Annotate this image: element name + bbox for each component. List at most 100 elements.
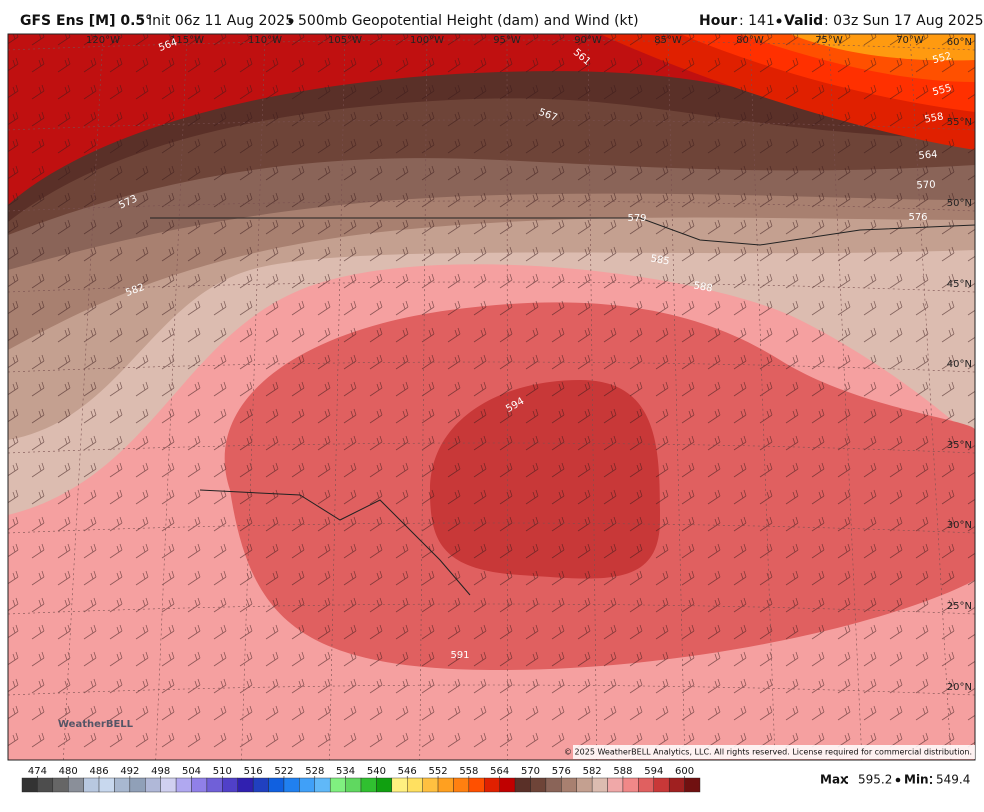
longitude-label: 75°W <box>815 35 843 46</box>
colorbar-swatch <box>561 777 577 793</box>
colorbar-swatch <box>376 777 393 793</box>
hour: : 141 <box>739 13 775 29</box>
colorbar-swatch <box>453 777 470 793</box>
map <box>8 34 975 760</box>
init: Init 06z 11 Aug 2025 <box>148 13 294 29</box>
meridian <box>63 34 104 760</box>
colorbar-swatch <box>21 777 38 793</box>
parallel <box>8 200 975 212</box>
colorbar-swatch <box>237 777 254 793</box>
colorbar-swatch <box>191 777 208 793</box>
latitude-label: 30°N <box>947 520 972 531</box>
colorbar-tick-label: 582 <box>583 766 602 777</box>
separator <box>776 18 782 24</box>
colorbar-swatch <box>68 777 84 793</box>
colorbar-tick-label: 570 <box>521 766 540 777</box>
longitude-label: 115°W <box>170 35 204 46</box>
colon-dot <box>845 781 849 785</box>
parallel <box>8 442 975 454</box>
contour-label: 585 <box>650 253 671 267</box>
copyright: © 2025 WeatherBELL Analytics, LLC. All r… <box>564 748 972 757</box>
longitude-label: 80°W <box>736 35 764 46</box>
colorbar-tick-label: 540 <box>367 766 386 777</box>
colorbar-swatch <box>607 777 624 793</box>
contour-label: 588 <box>693 280 714 294</box>
latitude-label: 35°N <box>947 440 972 451</box>
colorbar-swatch <box>283 777 300 793</box>
longitude-label: 120°W <box>86 35 120 46</box>
colorbar-swatch <box>622 777 639 793</box>
colorbar-swatch <box>83 777 100 793</box>
graticule <box>8 34 975 760</box>
valid-label: Valid <box>784 13 823 29</box>
colorbar-swatch <box>437 777 454 793</box>
colon-dot <box>929 775 933 779</box>
max-value: 595.2 <box>858 773 892 787</box>
parallel <box>8 603 975 615</box>
hour-label: Hour <box>699 13 737 29</box>
longitude-label: 110°W <box>248 35 282 46</box>
latitude-label: 40°N <box>947 359 972 370</box>
longitude-label: 100°W <box>410 35 444 46</box>
colorbar-tick-label: 558 <box>459 766 478 777</box>
colorbar-swatch <box>653 777 670 793</box>
colorbar-swatch <box>314 777 331 793</box>
colorbar-swatch <box>206 777 223 793</box>
colorbar-tick-label: 594 <box>644 766 663 777</box>
colorbar-tick-label: 516 <box>244 766 263 777</box>
contour-label: 555 <box>931 83 952 99</box>
colorbar-tick-label: 534 <box>336 766 355 777</box>
parallel <box>8 684 975 696</box>
max-label: Max <box>820 773 848 787</box>
colorbar-tick-label: 498 <box>151 766 170 777</box>
parallel <box>8 119 975 131</box>
colorbar-swatch <box>407 777 423 793</box>
colorbar-swatch <box>222 777 238 793</box>
colorbar-swatch <box>345 777 362 793</box>
colorbar-swatch <box>160 777 177 793</box>
colorbar-swatch <box>175 777 192 793</box>
colorbar-swatch <box>145 777 161 793</box>
colorbar-swatch <box>638 777 654 793</box>
contour-label: 570 <box>916 180 936 192</box>
logo: WeatherBELL <box>58 719 134 730</box>
colorbar-tick-label: 474 <box>28 766 47 777</box>
colorbar-swatch <box>329 777 346 793</box>
colorbar-tick-label: 564 <box>490 766 509 777</box>
colorbar-swatch <box>514 777 531 793</box>
copyright-bg <box>573 745 975 759</box>
separator <box>288 18 294 24</box>
contour-label: 552 <box>931 51 952 67</box>
longitude-label: 85°W <box>654 35 682 46</box>
longitude-label: 90°W <box>574 35 602 46</box>
longitude-label: 105°W <box>328 35 362 46</box>
colorbar-swatch <box>576 777 593 793</box>
colorbar-tick-label: 600 <box>675 766 694 777</box>
parallel <box>8 361 975 373</box>
colorbar-swatch <box>391 777 408 793</box>
colorbar-swatch <box>360 777 377 793</box>
colon-dot <box>929 781 933 785</box>
colorbar-swatch <box>37 777 54 793</box>
meridian <box>909 34 952 760</box>
colorbar-tick-label: 522 <box>274 766 293 777</box>
separator <box>895 777 901 783</box>
latitude-label: 60°N <box>947 37 972 48</box>
colorbar-swatch <box>252 777 269 793</box>
colorbar-swatch <box>591 777 608 793</box>
colorbar-swatch <box>98 777 115 793</box>
latitude-label: 25°N <box>947 601 972 612</box>
latitude-label: 50°N <box>947 198 972 209</box>
colorbar-swatch <box>468 777 485 793</box>
colorbar-tick-label: 510 <box>213 766 232 777</box>
colorbar-tick-label: 480 <box>59 766 78 777</box>
colorbar-swatch <box>52 777 69 793</box>
contour-label: 591 <box>450 650 469 661</box>
colorbar-swatch <box>299 777 315 793</box>
colorbar-tick-label: 576 <box>552 766 571 777</box>
latitude-label: 55°N <box>947 117 972 128</box>
colon-dot <box>845 775 849 779</box>
border <box>150 217 975 596</box>
colorbar-tick-label: 492 <box>120 766 139 777</box>
